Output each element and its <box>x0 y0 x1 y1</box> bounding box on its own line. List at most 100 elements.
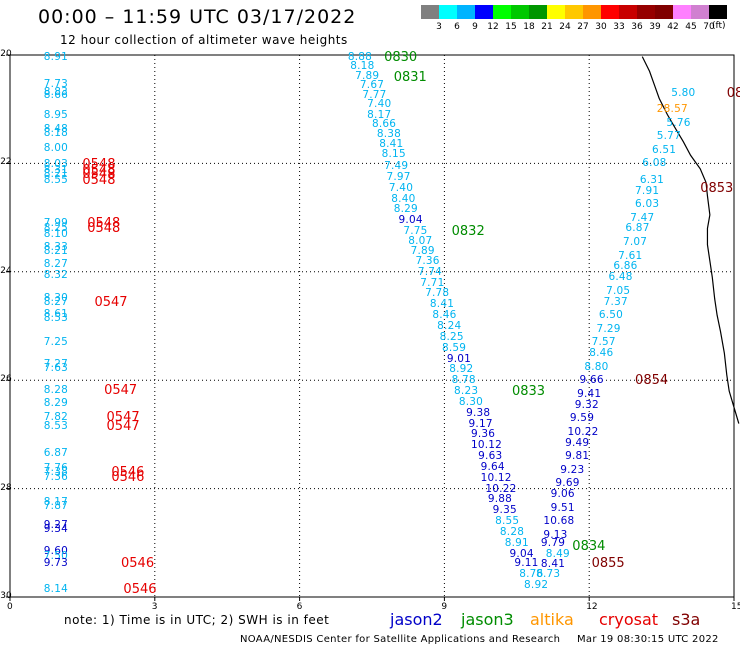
satellite-legend-item: jason3 <box>461 610 514 629</box>
color-swatch <box>673 5 691 19</box>
wave-height-value: 7.97 <box>386 170 411 183</box>
wave-height-value: 6.03 <box>635 198 660 211</box>
color-swatch <box>493 5 511 19</box>
color-scale-label: 42 <box>667 22 679 32</box>
wave-height-value: 7.71 <box>420 276 445 289</box>
wave-height-value: 9.38 <box>466 406 491 419</box>
x-tick-label: 15 <box>731 602 740 612</box>
wave-height-value: 7.29 <box>596 322 621 335</box>
wave-height-value: 8.28 <box>499 525 525 538</box>
time-stamp-label: 0855 <box>591 556 625 572</box>
color-swatch <box>529 5 547 19</box>
time-stamp-label: 0548 <box>82 157 116 173</box>
color-scale-label: 39 <box>649 22 661 32</box>
wave-height-value: 9.34 <box>43 523 68 536</box>
footer-note: note: 1) Time is in UTC; 2) SWH is in fe… <box>64 613 330 627</box>
wave-height-value: 10.22 <box>567 425 599 438</box>
wave-height-value: 7.89 <box>355 69 380 82</box>
wave-height-value: 7.78 <box>425 287 450 300</box>
color-swatch <box>439 5 457 19</box>
wave-height-value: 9.69 <box>555 477 580 490</box>
wave-height-value: 7.50 <box>43 550 68 563</box>
wave-height-value: 6.48 <box>608 271 633 284</box>
color-scale-label: 6 <box>454 22 460 32</box>
wave-height-value: 7.82 <box>43 410 68 423</box>
wave-height-value: 8.33 <box>43 241 68 254</box>
time-stamp-label: 0548 <box>82 167 116 183</box>
wave-height-value: 8.14 <box>43 582 68 595</box>
wave-height-value: 9.23 <box>560 463 585 476</box>
wave-height-value: 10.12 <box>470 439 502 452</box>
color-swatch <box>709 5 727 19</box>
wave-height-value: 8.30 <box>458 395 484 408</box>
wave-height-value: 7.99 <box>43 217 68 230</box>
map-frame <box>9 54 735 598</box>
wave-height-value: 9.51 <box>550 501 575 514</box>
wave-height-value: 8.59 <box>441 341 467 354</box>
satellite-legend-item: s3a <box>672 610 701 629</box>
x-tick-label: 3 <box>151 602 158 612</box>
color-scale-label: 70 <box>703 22 715 32</box>
time-stamp-label: 0852 <box>726 85 740 101</box>
wave-height-value: 8.73 <box>536 568 561 581</box>
time-stamp-label: 0546 <box>111 465 145 481</box>
wave-height-value: 8.23 <box>454 385 479 398</box>
wave-height-value: 9.36 <box>470 428 496 441</box>
satellite-legend-item: cryosat <box>599 610 659 629</box>
wave-height-value: 8.17 <box>367 108 392 121</box>
color-swatch <box>637 5 655 19</box>
satellite-legend-item: altika <box>530 610 574 629</box>
color-swatch <box>601 5 619 19</box>
wave-height-value: 8.76 <box>519 568 544 581</box>
wave-height-value: 8.18 <box>350 59 375 72</box>
wave-height-value: 8.21 <box>43 245 68 258</box>
wave-height-value: 8.91 <box>504 536 529 549</box>
wave-height-value: 7.73 <box>43 77 68 90</box>
wave-height-value: 9.04 <box>509 547 534 560</box>
color-scale-label: 33 <box>613 22 625 32</box>
wave-height-value: 8.83 <box>43 85 68 98</box>
color-swatch <box>583 5 601 19</box>
wave-height-value: 7.38 <box>43 466 68 479</box>
wave-height-value: 10.68 <box>543 515 575 528</box>
wave-height-value: 6.87 <box>625 222 650 235</box>
color-scale-label: 15 <box>505 22 517 32</box>
wave-height-value: 8.07 <box>408 234 433 247</box>
color-scale-label: 45 <box>685 22 697 32</box>
wave-height-value: 8.41 <box>379 138 404 151</box>
wave-height-value: 8.88 <box>347 50 373 63</box>
wave-height-value: 6.50 <box>598 309 624 322</box>
wave-height-value: 8.28 <box>43 383 68 396</box>
color-scale-label: 9 <box>472 22 478 32</box>
wave-height-value: 8.00 <box>43 142 68 155</box>
page-subtitle: 12 hour collection of altimeter wave hei… <box>60 33 348 47</box>
wave-height-value: 8.95 <box>43 108 68 121</box>
wave-height-value: 10.22 <box>485 482 517 495</box>
wave-height-value: 9.04 <box>398 214 423 227</box>
color-swatch <box>421 5 439 19</box>
wave-height-value: 8.53 <box>43 420 68 433</box>
wave-height-value: 8.31 <box>43 163 68 176</box>
wave-height-value: 9.63 <box>478 450 503 463</box>
color-swatch <box>475 5 493 19</box>
color-scale-label: 36 <box>631 22 643 32</box>
wave-height-value: 5.77 <box>656 130 681 143</box>
wave-height-value: 7.05 <box>606 284 631 297</box>
wave-height-value: 7.36 <box>415 254 440 267</box>
wave-height-value: 9.73 <box>43 557 68 570</box>
wave-height-value: 8.78 <box>451 374 476 387</box>
wave-height-value: 9.66 <box>579 374 604 387</box>
wave-height-value: 9.49 <box>565 436 590 449</box>
wave-height-value: 9.27 <box>43 519 68 532</box>
wave-height-value: 8.29 <box>393 203 418 216</box>
wave-height-value: 6.87 <box>43 447 68 460</box>
wave-height-value: 8.03 <box>43 158 68 171</box>
wave-height-value: 7.76 <box>43 462 68 474</box>
wave-height-value: 8.55 <box>495 515 520 528</box>
wave-height-value: 9.32 <box>574 398 599 411</box>
wave-height-value: 8.49 <box>545 547 570 560</box>
y-tick-label: -30 <box>0 591 12 601</box>
wave-height-value: 6.31 <box>639 173 665 186</box>
wave-height-value: 8.24 <box>437 320 462 332</box>
